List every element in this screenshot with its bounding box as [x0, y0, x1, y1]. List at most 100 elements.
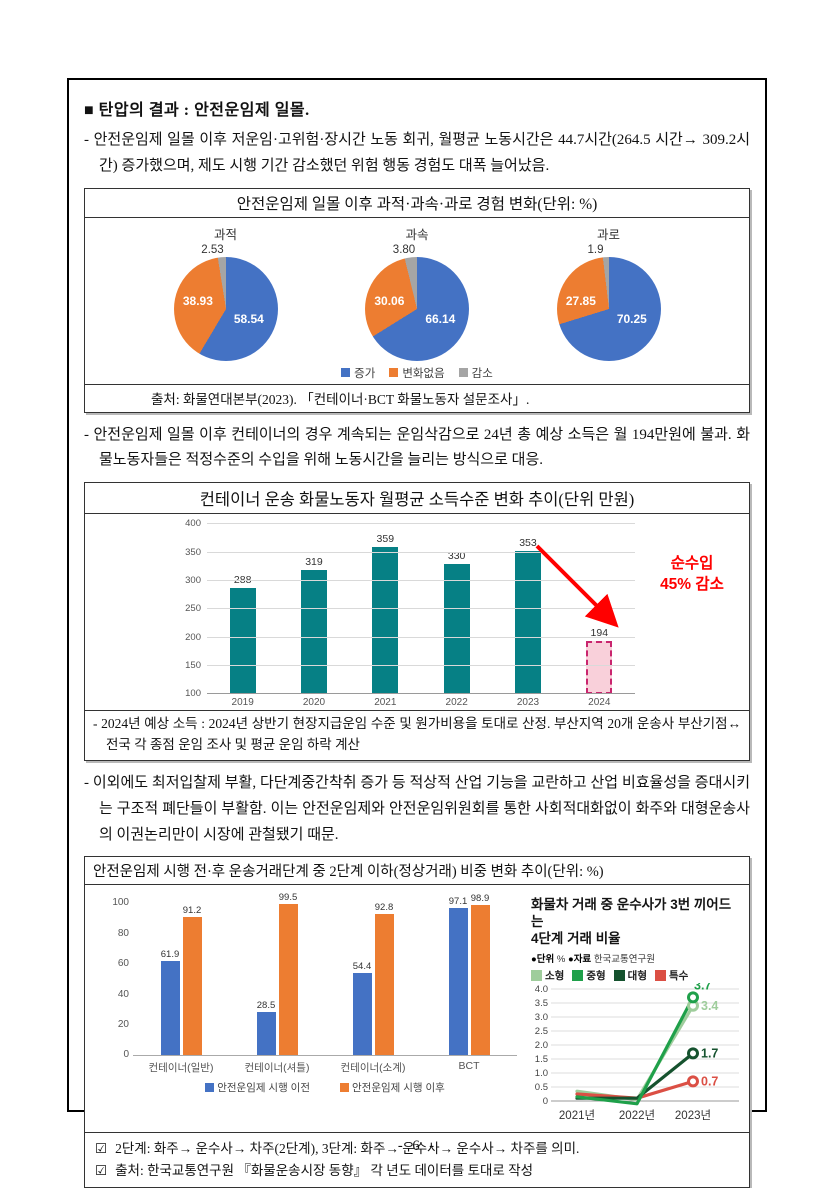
legend-label: 소형 — [545, 970, 565, 983]
svg-text:0.5: 0.5 — [535, 1082, 548, 1093]
paragraph-income: - 안전운임제 일몰 이후 컨테이너의 경우 계속되는 운임삭감으로 24년 총… — [84, 426, 750, 469]
bar-slot-2023: 353 — [492, 536, 563, 695]
paragraph-labor-hours: - 안전운임제 일몰 이후 저운임·고위험·장시간 노동 회귀, 월평균 노동시… — [84, 132, 750, 174]
legend-item-decrease: 감소 — [458, 365, 493, 381]
pie-value-increase: 66.14 — [425, 311, 456, 326]
checkbox-icon: ☑ — [95, 1162, 108, 1178]
bar-안전운임제 시행 이후 — [470, 905, 490, 1056]
pie-value-decrease: 1.9 — [587, 243, 604, 256]
note-line-source: ☑ 출처: 한국교통연구원 『화물운송시장 동향』 각 년도 데이터를 토대로 … — [95, 1160, 739, 1182]
legend-item-large: 대형 — [613, 968, 647, 983]
pie-block-speeding: 과속 3.80 30.06 66.14 — [332, 224, 502, 361]
pie-legend: 증가 변화없음 감소 — [85, 361, 749, 384]
income-chart-footnote: - 2024년 예상 소득 : 2024년 상반기 현장지급운임 수준 및 원가… — [85, 710, 749, 760]
grouped-bars: 61.9 91.2 28.5 99.5 54.4 92.8 97.1 98.9 — [133, 892, 517, 1056]
x-tick-label: 2023 — [516, 697, 540, 709]
pie-chart-box: 안전운임제 일몰 이후 과적·과속·과로 경험 변화(단위: %) 과적 2.5… — [84, 187, 750, 413]
section-heading: ■ 탄압의 결과 : 안전운임제 일몰. — [84, 102, 310, 119]
trade-stage-chart-title: 안전운임제 시행 전·후 운송거래단계 중 2단계 이하(정상거래) 비중 변화… — [85, 857, 749, 886]
bar-value-label: 61.9 — [160, 949, 180, 961]
income-chart-box: 컨테이너 운송 화물노동자 월평균 소득수준 변화 추이(단위 만원) 288 3… — [84, 482, 750, 762]
svg-text:0: 0 — [543, 1096, 548, 1107]
grouped-bar-x-labels: 컨테이너(일반) 컨테이너(셔틀) 컨테이너(소계) BCT — [133, 1060, 517, 1075]
y-tick-label: 40 — [117, 988, 129, 1000]
bar-value-label: 288 — [233, 573, 252, 586]
legend-swatch — [654, 970, 666, 982]
unit-label: ●단위 — [531, 954, 555, 966]
income-bar-2019 — [229, 587, 256, 695]
bar-slot-2020: 319 — [278, 556, 349, 695]
income-bar-2022 — [443, 563, 470, 695]
bar-안전운임제 시행 이후 — [374, 914, 394, 1056]
bar-안전운임제 시행 이전 — [256, 1012, 276, 1056]
footnote-text: - 2024년 예상 소득 : 2024년 상반기 현장지급운임 수준 및 원가… — [93, 716, 741, 753]
svg-text:2022년: 2022년 — [619, 1109, 655, 1122]
note-text: 출처: 한국교통연구원 『화물운송시장 동향』 각 년도 데이터를 토대로 작성 — [115, 1162, 534, 1178]
pie-row: 과적 2.53 38.93 58.54 과속 3.80 30.06 66.14 … — [85, 218, 749, 361]
bar-unit: 61.9 — [160, 949, 180, 1056]
svg-text:3.4: 3.4 — [701, 999, 718, 1013]
bar-value-label: 97.1 — [448, 895, 468, 907]
bar-value-label: 28.5 — [256, 1000, 276, 1012]
bar-안전운임제 시행 이전 — [448, 907, 468, 1056]
gridline: 400 — [185, 518, 635, 529]
y-tick-label: 100 — [185, 688, 201, 700]
income-chart-plot: 288 319 359 330 353 194 400 350 300 250 200 150 100 — [185, 518, 635, 699]
bar-value-label: 92.8 — [374, 902, 394, 914]
pie-value-increase: 58.54 — [233, 311, 264, 326]
legend-swatch — [613, 970, 625, 982]
bar-group-컨테이너(일반): 61.9 91.2 — [133, 903, 229, 1056]
svg-text:3.5: 3.5 — [535, 998, 548, 1009]
income-chart-area: 288 319 359 330 353 194 400 350 300 250 200 150 100… — [85, 514, 749, 710]
gridline: 200 — [185, 632, 635, 643]
annotation-line: 순수입 — [670, 555, 714, 573]
bar-value-label: 91.2 — [182, 904, 202, 916]
legend-label: 특수 — [668, 970, 689, 983]
income-bars: 288 319 359 330 353 194 — [207, 524, 635, 695]
bar-안전운임제 시행 이전 — [352, 972, 372, 1056]
bar-unit: 28.5 — [256, 1000, 276, 1056]
bar-slot-2024: 194 — [564, 626, 635, 695]
pie-block-overwork: 과로 1.9 27.85 70.25 — [524, 224, 694, 361]
pie-label: 과적 — [213, 227, 237, 242]
bar-value-label: 194 — [590, 626, 609, 639]
bar-unit: 92.8 — [374, 902, 394, 1056]
legend-label: 감소 — [471, 367, 493, 380]
pie-overload: 38.93 58.54 — [173, 256, 278, 361]
page-border-frame: ■ 탄압의 결과 : 안전운임제 일몰. - 안전운임제 일몰 이후 저운임·고… — [67, 78, 767, 1188]
pie-speeding: 30.06 66.14 — [365, 256, 469, 361]
bar-value-label: 359 — [376, 533, 395, 546]
bar-value-label: 353 — [519, 536, 537, 549]
y-tick-label: 400 — [185, 518, 201, 530]
gridline: 300 — [185, 575, 635, 586]
gridline: 100 — [185, 688, 635, 699]
bar-value-label: 98.9 — [470, 893, 490, 905]
source-label: ●자료 — [567, 954, 592, 966]
svg-text:2021년: 2021년 — [559, 1109, 595, 1122]
y-tick-label: 20 — [117, 1019, 129, 1031]
pie-value-nochange: 30.06 — [374, 294, 405, 309]
svg-text:2.0: 2.0 — [535, 1040, 548, 1051]
bar-안전운임제 시행 이후 — [278, 904, 298, 1056]
legend-swatch — [340, 1083, 349, 1093]
unit-value: % — [556, 954, 566, 966]
line-chart-title: 화물차 거래 중 운수사가 3번 끼어드는 4단계 거래 비율 — [531, 897, 743, 948]
annotation-line: 45% 감소 — [660, 576, 724, 594]
legend-swatch — [389, 368, 399, 378]
bar-value-label: 330 — [447, 549, 466, 562]
x-tick-label: 2020 — [302, 697, 326, 709]
y-tick-label: 300 — [185, 574, 201, 586]
bar-unit: 91.2 — [182, 904, 202, 1056]
svg-text:1.0: 1.0 — [535, 1068, 548, 1079]
legend-swatch — [341, 368, 351, 378]
bar-unit: 98.9 — [470, 893, 490, 1056]
gridline: 350 — [185, 547, 635, 558]
pie-value-nochange: 27.85 — [565, 294, 596, 309]
income-x-axis-labels: 2019 2020 2021 2022 2023 2024 — [207, 697, 635, 708]
legend-label: 증가 — [354, 367, 376, 380]
pie-overwork: 27.85 70.25 — [556, 256, 661, 361]
grouped-bar-plot: 61.9 91.2 28.5 99.5 54.4 92.8 97.1 98.9 0 20 40 60… — [112, 892, 517, 1060]
line-chart-svg: 4.0 3.5 3.0 2.5 2.0 1.5 1.0 0.5 0 3.4 0.7 1.7 3.7 202… — [535, 978, 739, 1122]
svg-text:4.0: 4.0 — [535, 984, 548, 995]
